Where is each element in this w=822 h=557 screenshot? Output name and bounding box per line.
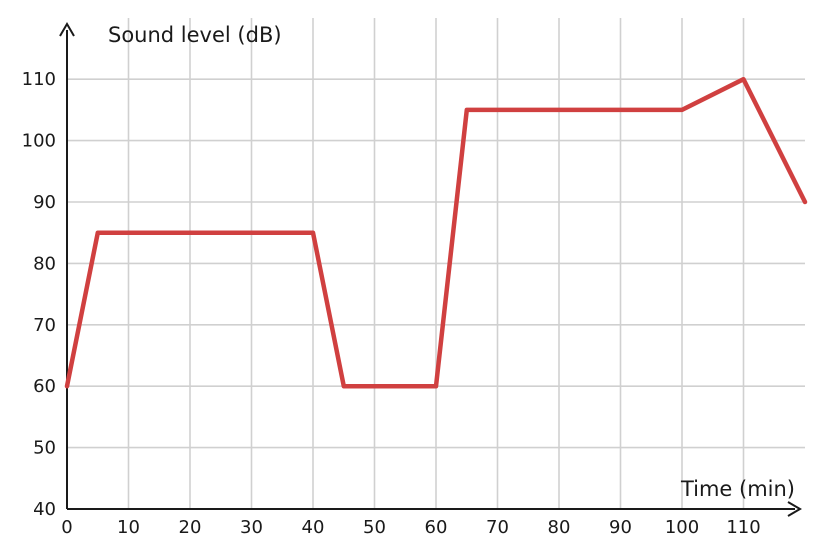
y-tick-label: 80 (33, 253, 56, 274)
sound-level-line (64, 76, 808, 389)
y-tick-label: 60 (33, 376, 56, 397)
y-tick-label: 50 (33, 438, 56, 459)
x-tick-label: 10 (117, 517, 140, 538)
tick-labels: 0 10 20 30 40 50 60 70 80 90 100 110 40 50 60 70 80 90 100… (22, 69, 761, 538)
x-tick-label: 60 (425, 517, 448, 538)
y-axis-label: Sound level (dB) (108, 23, 282, 47)
x-tick-label: 30 (240, 517, 263, 538)
y-tick-label: 90 (33, 192, 56, 213)
y-tick-label: 110 (22, 69, 56, 90)
y-axis-arrow (59, 22, 75, 37)
y-tick-label: 100 (22, 131, 56, 152)
x-tick-label: 40 (302, 517, 325, 538)
x-tick-label: 100 (665, 517, 699, 538)
x-tick-label: 70 (486, 517, 509, 538)
x-tick-label: 50 (363, 517, 386, 538)
x-tick-label: 20 (179, 517, 202, 538)
x-axis-label: Time (min) (680, 477, 795, 501)
x-tick-label: 80 (548, 517, 571, 538)
x-axis-arrow (787, 501, 802, 517)
grid (67, 18, 805, 509)
x-tick-label: 0 (61, 517, 72, 538)
y-tick-label: 70 (33, 315, 56, 336)
y-tick-label: 40 (33, 499, 56, 520)
series (64, 76, 808, 389)
axes (59, 22, 802, 517)
x-tick-label: 110 (726, 517, 760, 538)
x-tick-label: 90 (609, 517, 632, 538)
